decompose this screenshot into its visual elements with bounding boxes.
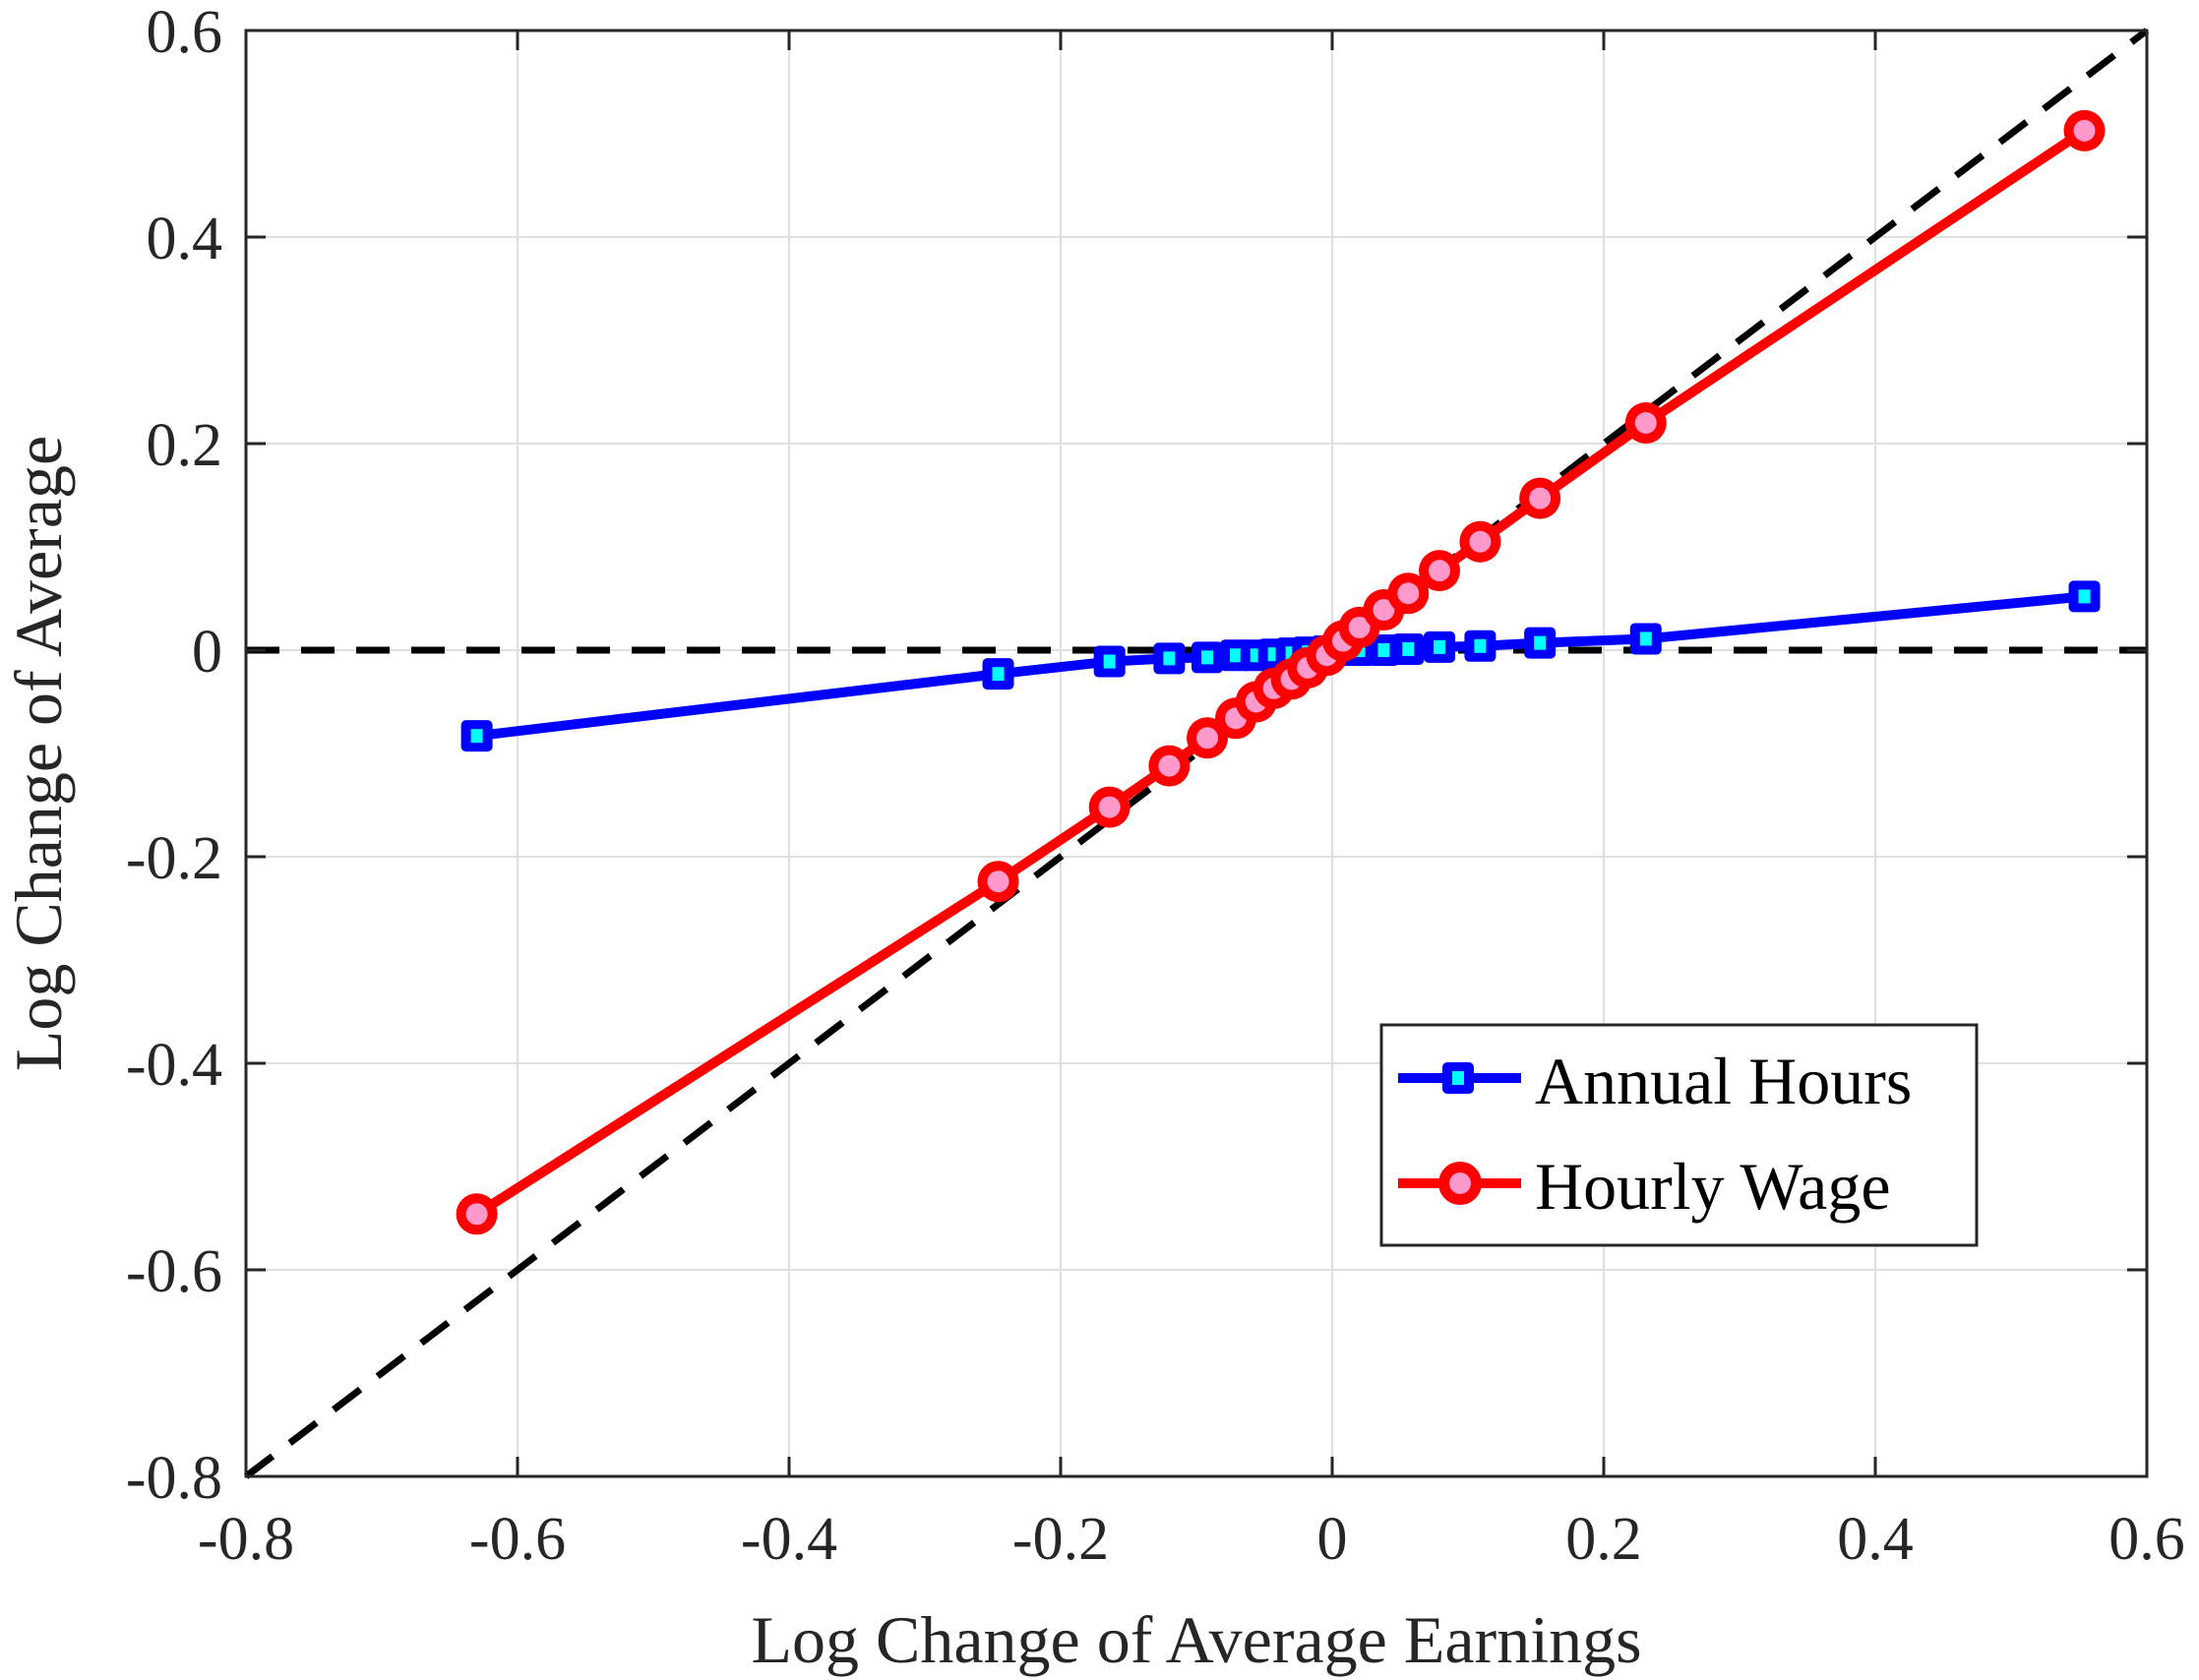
- y-axis-title: Log Change of Average: [1, 436, 76, 1071]
- square-marker-fill: [1474, 638, 1487, 653]
- diagonal-reference-line: [243, 28, 2150, 1479]
- y-tick-label: 0.2: [147, 412, 223, 479]
- legend-box: [1379, 1023, 1979, 1247]
- y-tick-label: 0.4: [147, 206, 223, 272]
- y-tick-label: -0.6: [126, 1238, 222, 1305]
- x-axis-ticks: -0.8 -0.6 -0.4 -0.2 0 0.2 0.4 0.6: [198, 30, 2185, 1573]
- square-marker-fill: [1230, 648, 1243, 663]
- legend-label-annual-hours: Annual Hours: [1535, 1044, 1912, 1118]
- x-axis-title: Log Change of Average Earnings: [751, 1602, 1641, 1677]
- x-tick-label: 0: [1317, 1506, 1348, 1573]
- legend-label-hourly-wage: Hourly Wage: [1535, 1149, 1891, 1224]
- circle-marker-fill: [1158, 754, 1181, 777]
- y-axis-ticks: -0.8 -0.6 -0.4 -0.2 0 0.2 0.4 0.6: [126, 0, 2147, 1512]
- square-marker-fill: [1639, 631, 1652, 646]
- circle-marker-fill: [2073, 119, 2096, 142]
- square-marker-fill: [470, 729, 483, 744]
- square-marker-fill: [2078, 589, 2091, 604]
- circle-marker-fill: [1397, 582, 1420, 605]
- x-tick-label: 0.6: [2108, 1506, 2185, 1573]
- x-tick-label: -0.2: [1012, 1506, 1109, 1573]
- square-marker-fill: [1452, 1071, 1464, 1085]
- x-tick-label: 0.4: [1837, 1506, 1914, 1573]
- square-marker-fill: [1377, 643, 1390, 657]
- legend: Annual Hours Hourly Wage: [1379, 1023, 1979, 1247]
- axes-frame: [244, 29, 2149, 1478]
- plot-frame: [244, 29, 2149, 1478]
- y-tick-label: -0.4: [126, 1032, 222, 1099]
- circle-marker-fill: [1529, 487, 1552, 510]
- circle-marker-fill: [1429, 560, 1451, 582]
- circle-marker-fill: [1373, 599, 1395, 622]
- y-tick-label: -0.2: [126, 825, 222, 892]
- series-hourly-wage: [456, 109, 2106, 1235]
- y-tick-label: 0.6: [147, 0, 223, 66]
- legend-item-hourly-wage: Hourly Wage: [1398, 1149, 1891, 1224]
- square-marker-fill: [1201, 650, 1214, 665]
- circle-marker-fill: [1098, 796, 1121, 818]
- circle-marker-fill: [1348, 616, 1371, 638]
- circle-marker-fill: [1196, 727, 1219, 750]
- x-tick-label: -0.8: [198, 1506, 294, 1573]
- x-tick-label: 0.2: [1565, 1506, 1642, 1573]
- square-marker-fill: [1163, 651, 1176, 666]
- circle-marker-fill: [987, 870, 1009, 893]
- circle-marker-fill: [465, 1203, 488, 1226]
- x-tick-label: -0.4: [741, 1506, 837, 1573]
- square-marker-fill: [1402, 641, 1415, 656]
- circle-marker-fill: [1634, 412, 1657, 434]
- legend-item-annual-hours: Annual Hours: [1398, 1044, 1912, 1118]
- y-tick-label: -0.8: [126, 1445, 222, 1512]
- square-marker-fill: [1534, 635, 1547, 650]
- data-series: [456, 109, 2106, 1235]
- x-tick-label: -0.6: [469, 1506, 566, 1573]
- circle-marker-fill: [1469, 530, 1492, 553]
- circle-marker-fill: [1449, 1172, 1471, 1194]
- square-marker-fill: [992, 667, 1005, 682]
- square-marker-fill: [1434, 639, 1446, 654]
- square-marker-fill: [1103, 654, 1116, 669]
- y-tick-label: 0: [192, 619, 222, 686]
